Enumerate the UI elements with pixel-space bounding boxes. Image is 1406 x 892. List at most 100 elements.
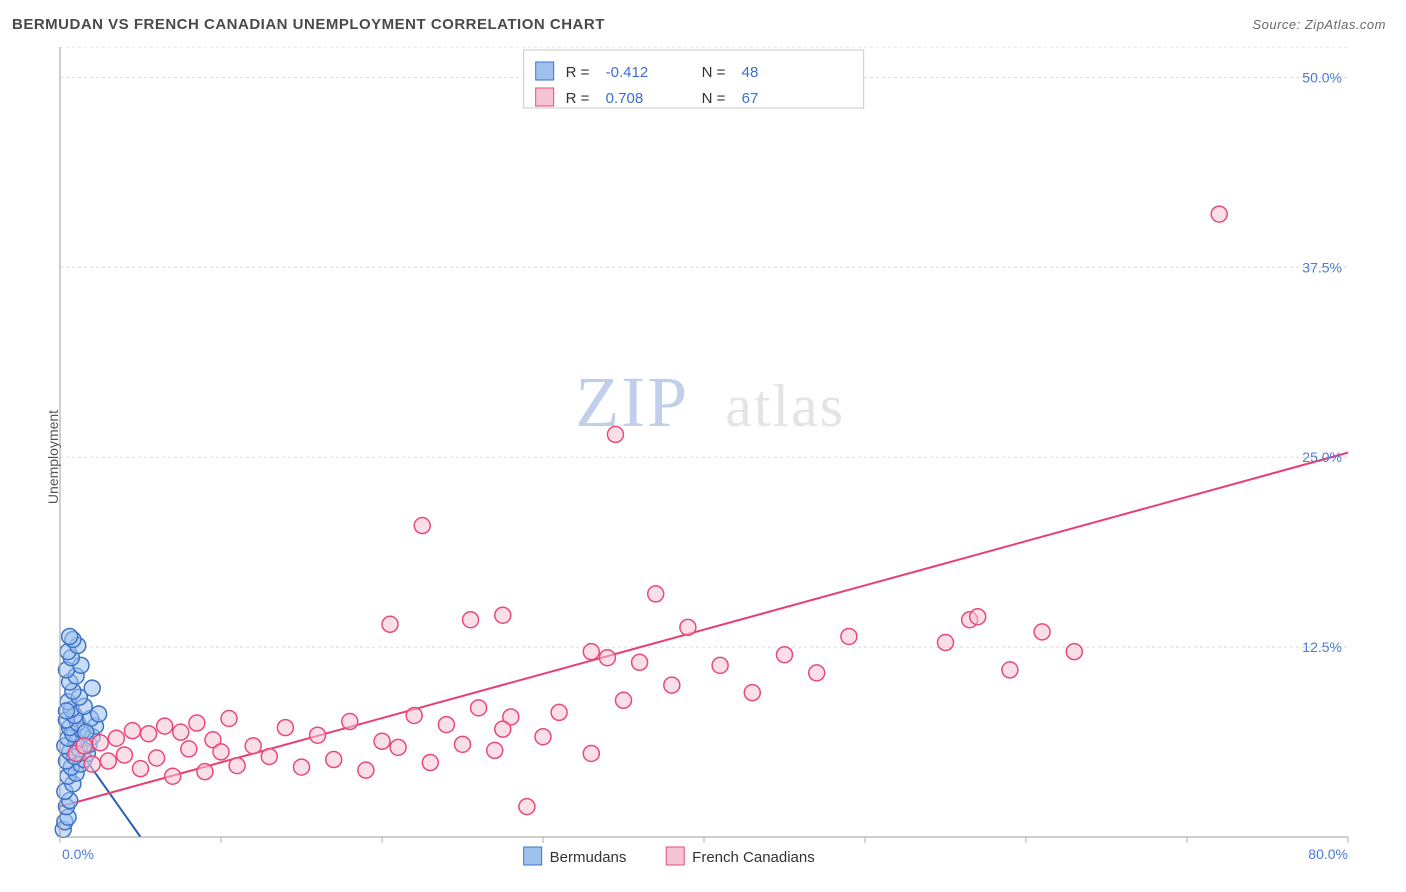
data-point <box>165 768 181 784</box>
data-point <box>181 741 197 757</box>
data-point <box>141 726 157 742</box>
data-point <box>124 723 140 739</box>
data-point <box>157 718 173 734</box>
data-point <box>197 764 213 780</box>
x-tick-label: 80.0% <box>1308 846 1348 862</box>
data-point <box>342 714 358 730</box>
legend-r-label: R = <box>566 64 590 81</box>
legend-n-value: 67 <box>742 90 759 107</box>
bottom-legend: Bermudans French Canadians <box>524 847 815 866</box>
scatter-chart: ZIP atlas 0.0% 80.0% 12.5% 25.0% 37.5% 50.0% R =… <box>10 47 1370 867</box>
data-point <box>62 628 78 644</box>
data-point <box>245 738 261 754</box>
data-point <box>100 753 116 769</box>
data-point <box>551 704 567 720</box>
legend-swatch <box>524 847 542 865</box>
data-point <box>938 635 954 651</box>
data-point <box>116 747 132 763</box>
source-name: ZipAtlas.com <box>1305 17 1386 32</box>
chart-title: BERMUDAN VS FRENCH CANADIAN UNEMPLOYMENT… <box>12 16 605 33</box>
data-point <box>213 744 229 760</box>
data-point <box>326 752 342 768</box>
legend-n-label: N = <box>702 64 726 81</box>
x-tick-label: 0.0% <box>62 846 94 862</box>
watermark-atlas: atlas <box>725 373 845 439</box>
legend-label: Bermudans <box>550 849 627 866</box>
y-tick-label: 25.0% <box>1302 449 1342 465</box>
data-point <box>76 738 92 754</box>
data-point <box>438 717 454 733</box>
data-point <box>1034 624 1050 640</box>
y-tick-label: 37.5% <box>1302 259 1342 275</box>
data-point <box>680 619 696 635</box>
data-point <box>519 799 535 815</box>
data-point <box>616 692 632 708</box>
data-point <box>294 759 310 775</box>
plot-background <box>60 47 1348 837</box>
data-point <box>277 720 293 736</box>
legend-swatch <box>536 88 554 106</box>
watermark-zip: ZIP <box>575 362 689 442</box>
legend-swatch <box>666 847 684 865</box>
y-tick-label: 12.5% <box>1302 639 1342 655</box>
data-point <box>970 609 986 625</box>
data-point <box>1002 662 1018 678</box>
data-point <box>809 665 825 681</box>
legend-r-label: R = <box>566 90 590 107</box>
data-point <box>84 756 100 772</box>
data-point <box>607 426 623 442</box>
legend-n-label: N = <box>702 90 726 107</box>
data-point <box>382 616 398 632</box>
data-point <box>149 750 165 766</box>
data-point <box>406 707 422 723</box>
data-point <box>487 742 503 758</box>
data-point <box>414 518 430 534</box>
data-point <box>1211 206 1227 222</box>
data-point <box>58 703 74 719</box>
data-point <box>374 733 390 749</box>
data-point <box>841 628 857 644</box>
plot-area: Unemployment ZIP atlas 0.0% 80.0% 12.5% 25.0%… <box>10 47 1388 867</box>
data-point <box>1066 644 1082 660</box>
data-point <box>173 724 189 740</box>
data-point <box>495 721 511 737</box>
data-point <box>92 735 108 751</box>
data-point <box>221 711 237 727</box>
data-point <box>422 755 438 771</box>
legend-swatch <box>536 62 554 80</box>
data-point <box>599 650 615 666</box>
data-point <box>583 644 599 660</box>
data-point <box>229 758 245 774</box>
data-point <box>133 761 149 777</box>
data-point <box>583 745 599 761</box>
data-point <box>189 715 205 731</box>
data-point <box>455 736 471 752</box>
data-point <box>471 700 487 716</box>
data-point <box>664 677 680 693</box>
data-point <box>744 685 760 701</box>
legend-label: French Canadians <box>692 849 815 866</box>
data-point <box>261 748 277 764</box>
y-tick-label: 50.0% <box>1302 69 1342 85</box>
data-point <box>310 727 326 743</box>
data-point <box>390 739 406 755</box>
data-point <box>358 762 374 778</box>
data-point <box>712 657 728 673</box>
legend-r-value: 0.708 <box>606 90 644 107</box>
y-axis-label: Unemployment <box>45 410 61 504</box>
data-point <box>84 680 100 696</box>
legend-r-value: -0.412 <box>606 64 649 81</box>
source-prefix: Source: <box>1252 17 1304 32</box>
chart-header: BERMUDAN VS FRENCH CANADIAN UNEMPLOYMENT… <box>10 10 1388 47</box>
data-point <box>648 586 664 602</box>
data-point <box>91 706 107 722</box>
chart-source: Source: ZipAtlas.com <box>1252 17 1386 32</box>
legend-n-value: 48 <box>742 64 759 81</box>
data-point <box>632 654 648 670</box>
data-point <box>108 730 124 746</box>
data-point <box>777 647 793 663</box>
chart-container: BERMUDAN VS FRENCH CANADIAN UNEMPLOYMENT… <box>0 0 1406 892</box>
data-point <box>535 729 551 745</box>
data-point <box>463 612 479 628</box>
data-point <box>495 607 511 623</box>
